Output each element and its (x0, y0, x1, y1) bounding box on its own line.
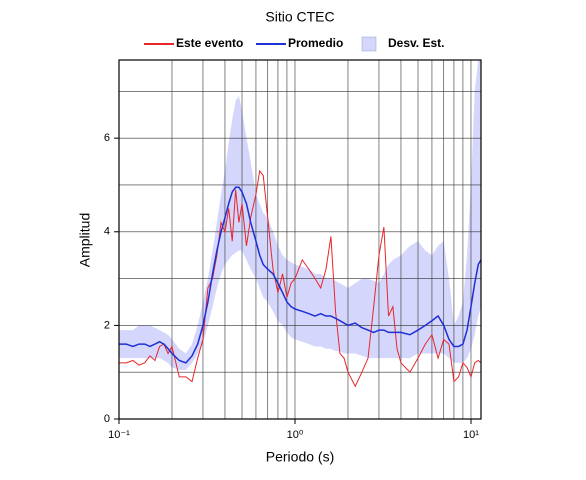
y-axis-label: Amplitud (77, 213, 93, 267)
chart-title: Sitio CTEC (265, 9, 334, 25)
x-tick-label: 10⁰ (287, 429, 304, 441)
x-tick-label: 10¹ (463, 429, 479, 441)
x-axis-label: Periodo (s) (266, 449, 334, 465)
legend-swatch (361, 36, 377, 52)
x-tick-label: 10⁻¹ (108, 429, 130, 441)
legend-label: Desv. Est. (388, 36, 444, 50)
series-line (119, 169, 482, 388)
legend-label: Este evento (176, 36, 243, 50)
y-tick-label: 2 (104, 319, 110, 331)
series-line (119, 186, 482, 364)
legend-label: Promedio (288, 36, 343, 50)
plot-frame (118, 59, 482, 420)
y-tick-label: 4 (104, 226, 110, 238)
std-band (119, 60, 481, 370)
y-tick-label: 0 (104, 413, 110, 425)
y-tick-label: 6 (104, 132, 110, 144)
